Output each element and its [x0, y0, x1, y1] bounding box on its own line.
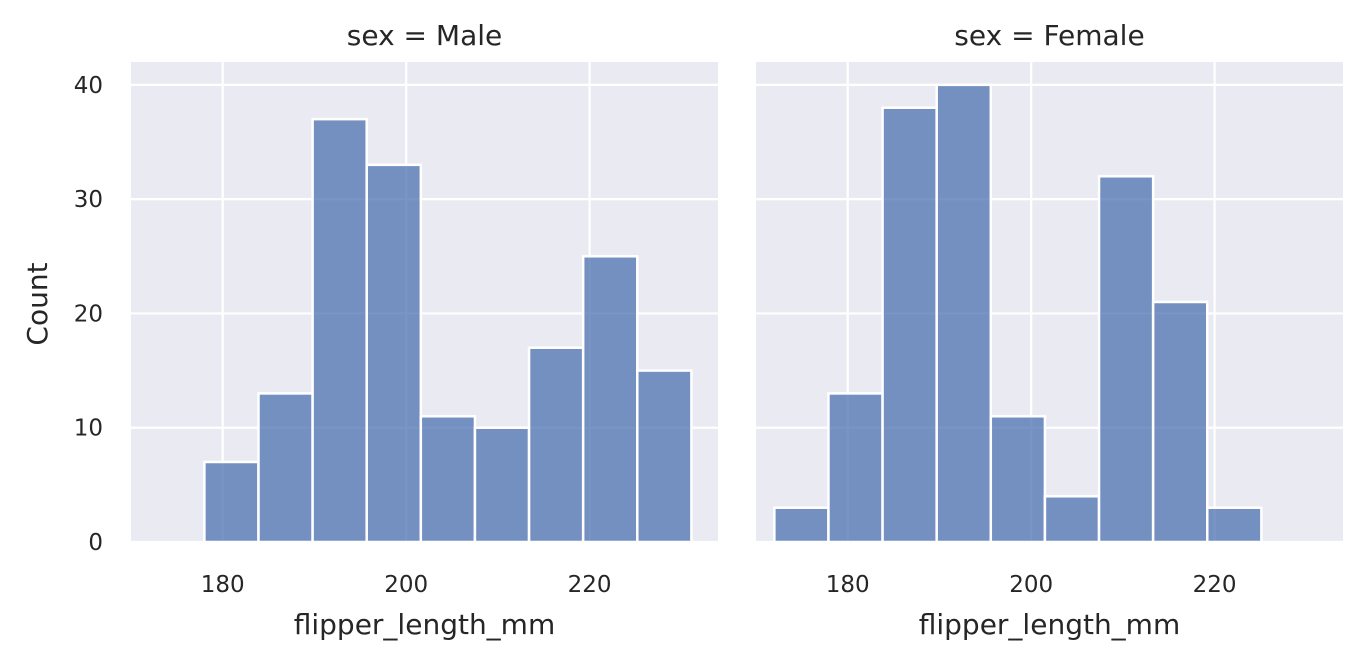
x-tick-label: 180	[826, 572, 870, 598]
histogram-bar[interactable]	[527, 346, 585, 544]
histogram-bar[interactable]	[827, 392, 884, 544]
y-tick-label: 40	[74, 73, 103, 99]
histogram-bar[interactable]	[257, 392, 314, 544]
panel-title: sex = Female	[954, 19, 1144, 52]
y-tick-label: 10	[74, 416, 103, 442]
histogram-bar[interactable]	[636, 369, 693, 544]
histogram-bar[interactable]	[419, 415, 477, 544]
y-tick-label: 20	[74, 301, 103, 327]
y-tick-label: 0	[88, 530, 103, 556]
panel-title: sex = Male	[347, 19, 502, 52]
y-axis-label: Count	[21, 262, 54, 345]
histogram-bar[interactable]	[365, 163, 423, 544]
histogram-bar[interactable]	[203, 460, 260, 544]
x-tick-label: 220	[1193, 572, 1237, 598]
histogram-bar[interactable]	[773, 506, 830, 544]
histogram-bar[interactable]	[1151, 300, 1209, 544]
histogram-bar[interactable]	[935, 83, 993, 544]
x-tick-label: 200	[384, 572, 428, 598]
facet-panel-male: 0 10 20 30 40 180 200 220 flipper_length_mm sex =…	[74, 19, 718, 641]
histogram-bar[interactable]	[1097, 175, 1155, 544]
x-axis-label: flipper_length_mm	[919, 608, 1181, 641]
histogram-bar[interactable]	[881, 106, 938, 544]
x-tick-label: 180	[201, 572, 245, 598]
histogram-bar[interactable]	[311, 117, 368, 544]
x-tick-label: 220	[568, 572, 612, 598]
x-axis-label: flipper_length_mm	[294, 608, 556, 641]
histogram-bar[interactable]	[989, 415, 1047, 544]
histogram-bar[interactable]	[581, 255, 639, 544]
histogram-bar[interactable]	[473, 426, 531, 544]
x-tick-label: 200	[1009, 572, 1053, 598]
facet-panel-female: 180 200 220 flipper_length_mm sex = Female	[756, 19, 1343, 641]
histogram-bar[interactable]	[1206, 506, 1263, 544]
y-tick-label: 30	[74, 187, 103, 213]
histogram-bar[interactable]	[1043, 495, 1101, 544]
